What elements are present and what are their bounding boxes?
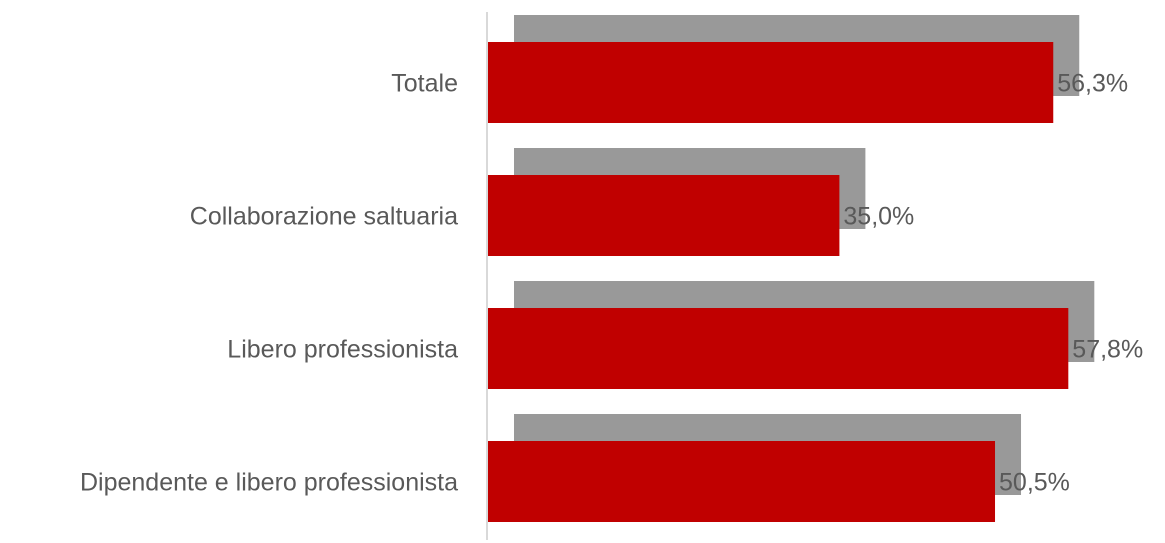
category-label: Totale — [391, 70, 458, 98]
bars — [488, 42, 1069, 522]
data-label: 57,8% — [1072, 336, 1143, 364]
bar — [488, 42, 1054, 123]
category-labels: Totale Collaborazione saltuaria Libero pro… — [80, 70, 458, 497]
category-label: Dipendente e libero professionista — [80, 469, 458, 497]
bar — [488, 441, 996, 522]
bar — [488, 175, 840, 256]
data-label: 35,0% — [843, 203, 914, 231]
category-label: Collaborazione saltuaria — [190, 203, 458, 231]
data-labels: 56,3% 35,0% 57,8% 50,5% — [843, 70, 1143, 497]
data-label: 56,3% — [1057, 70, 1128, 98]
category-label: Libero professionista — [227, 336, 458, 364]
data-label: 50,5% — [999, 469, 1070, 497]
bar — [488, 308, 1069, 389]
